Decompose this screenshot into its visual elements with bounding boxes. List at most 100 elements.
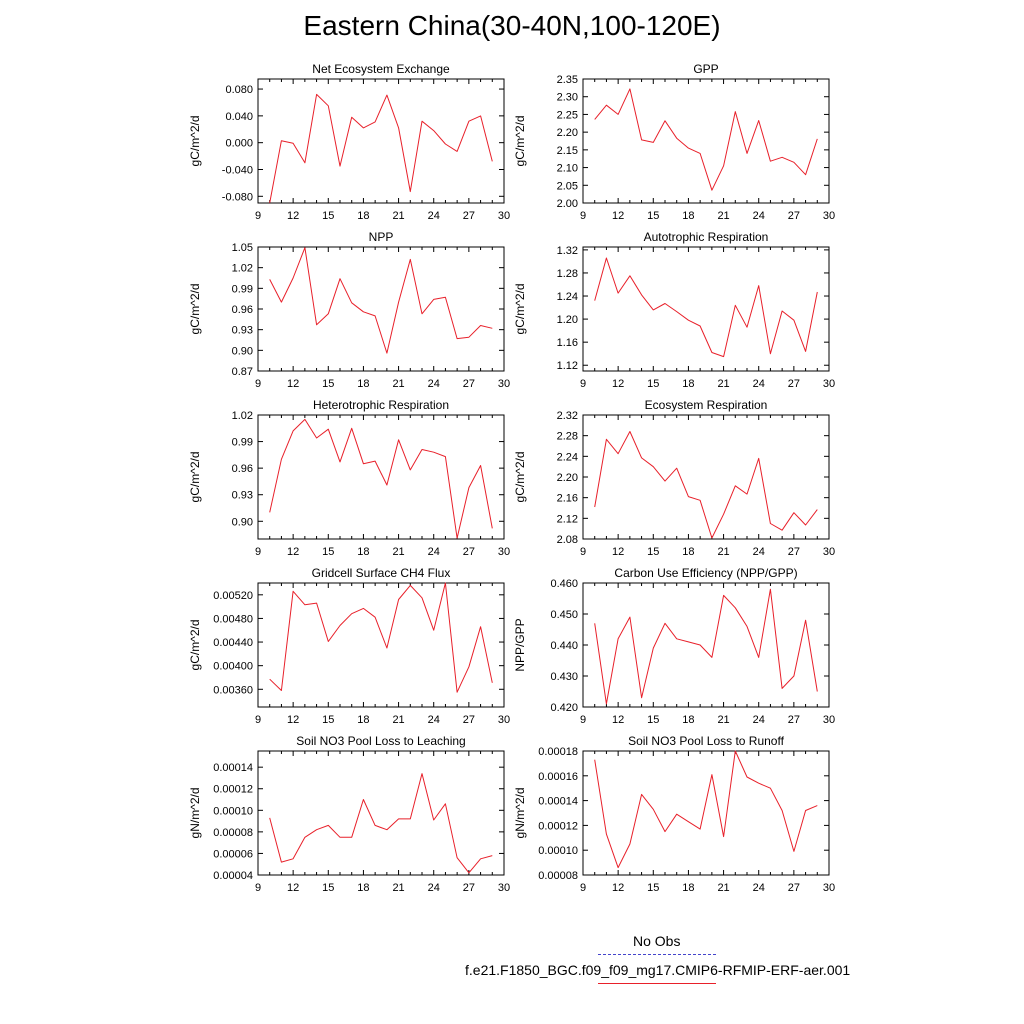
y-tick-label: 2.08 xyxy=(557,534,578,546)
y-tick-label: 2.00 xyxy=(557,198,578,210)
series-line xyxy=(269,418,493,539)
plot-frame xyxy=(257,246,505,372)
chart-title: Heterotrophic Respiration xyxy=(313,398,449,412)
y-tick-label: -0.040 xyxy=(222,164,253,176)
y-tick-label: 1.02 xyxy=(232,263,253,275)
y-tick-label: 0.00012 xyxy=(213,784,253,796)
x-tick-label: 27 xyxy=(463,378,475,390)
x-tick-label: 15 xyxy=(647,546,659,558)
x-tick-label: 9 xyxy=(255,882,261,894)
y-tick-label: 0.00010 xyxy=(213,805,253,817)
plot-frame xyxy=(582,582,830,708)
y-tick-label: 0.00480 xyxy=(213,613,253,625)
x-tick-label: 27 xyxy=(463,714,475,726)
x-tick-label: 30 xyxy=(823,882,835,894)
page-title: Eastern China(30-40N,100-120E) xyxy=(303,10,721,41)
x-tick-label: 12 xyxy=(612,378,624,390)
chart-panel: Ecosystem Respiration gC/m^2/d 9 12 15 18 21 24… xyxy=(513,398,835,558)
y-tick-label: 1.05 xyxy=(232,242,253,254)
y-tick-label: 0.440 xyxy=(550,640,578,652)
x-tick-label: 15 xyxy=(647,210,659,222)
x-tick-label: 18 xyxy=(682,546,694,558)
y-tick-label: 0.99 xyxy=(232,283,253,295)
chart-title: Ecosystem Respiration xyxy=(645,398,768,412)
y-tick-label: 0.96 xyxy=(232,463,253,475)
x-tick-label: 21 xyxy=(392,714,404,726)
x-tick-label: 30 xyxy=(498,882,510,894)
x-tick-label: 9 xyxy=(580,546,586,558)
y-tick-label: 0.040 xyxy=(225,111,253,123)
chart-title: Autotrophic Respiration xyxy=(644,230,769,244)
x-tick-label: 12 xyxy=(287,546,299,558)
x-tick-label: 15 xyxy=(647,714,659,726)
x-tick-label: 27 xyxy=(788,210,800,222)
x-tick-label: 24 xyxy=(428,378,440,390)
x-tick-label: 24 xyxy=(428,714,440,726)
y-tick-label: 2.20 xyxy=(557,472,578,484)
y-tick-label: 0.93 xyxy=(232,325,253,337)
x-tick-label: 18 xyxy=(682,714,694,726)
x-tick-label: 24 xyxy=(753,546,765,558)
y-axis-label: gN/m^2/d xyxy=(188,788,202,839)
x-tick-label: 15 xyxy=(322,882,334,894)
chart-title: NPP xyxy=(369,230,394,244)
chart-panel: Net Ecosystem Exchange gC/m^2/d 9 12 15 18 21 2… xyxy=(188,62,510,222)
x-tick-label: 24 xyxy=(428,210,440,222)
plot-frame xyxy=(257,78,505,204)
x-tick-label: 18 xyxy=(357,714,369,726)
x-tick-label: 9 xyxy=(580,882,586,894)
x-tick-label: 27 xyxy=(463,546,475,558)
y-tick-label: 2.35 xyxy=(557,74,578,86)
series-line xyxy=(269,247,493,354)
plot-frame xyxy=(257,414,505,540)
x-tick-label: 30 xyxy=(498,378,510,390)
x-tick-label: 21 xyxy=(392,378,404,390)
y-tick-label: 2.32 xyxy=(557,410,578,422)
x-tick-label: 24 xyxy=(753,378,765,390)
x-tick-label: 12 xyxy=(612,882,624,894)
y-axis-label: gC/m^2/d xyxy=(188,284,202,335)
series-line xyxy=(594,588,818,705)
x-tick-label: 18 xyxy=(357,882,369,894)
x-tick-label: 27 xyxy=(463,210,475,222)
x-tick-label: 15 xyxy=(322,210,334,222)
y-tick-label: 0.90 xyxy=(232,345,253,357)
y-tick-label: 0.00360 xyxy=(213,684,253,696)
x-tick-label: 18 xyxy=(357,546,369,558)
y-axis-label: gC/m^2/d xyxy=(513,284,527,335)
series-line xyxy=(269,582,493,693)
y-tick-label: 2.25 xyxy=(557,109,578,121)
x-tick-label: 21 xyxy=(717,882,729,894)
plot-frame xyxy=(582,78,830,204)
chart-title: Net Ecosystem Exchange xyxy=(312,62,450,76)
series-line xyxy=(269,93,493,204)
x-tick-label: 15 xyxy=(322,546,334,558)
x-tick-label: 27 xyxy=(788,546,800,558)
y-axis-label: gC/m^2/d xyxy=(188,116,202,167)
x-tick-label: 9 xyxy=(255,714,261,726)
x-tick-label: 27 xyxy=(788,882,800,894)
y-tick-label: 0.00018 xyxy=(538,746,578,758)
x-tick-label: 24 xyxy=(428,882,440,894)
x-tick-label: 15 xyxy=(322,714,334,726)
series-line xyxy=(269,773,493,874)
y-tick-label: 0.00016 xyxy=(538,771,578,783)
y-tick-label: 0.080 xyxy=(225,84,253,96)
x-tick-label: 21 xyxy=(717,714,729,726)
chart-panel: Heterotrophic Respiration gC/m^2/d 9 12 15 18… xyxy=(188,398,510,558)
x-tick-label: 9 xyxy=(580,378,586,390)
y-tick-label: 1.24 xyxy=(557,291,578,303)
y-tick-label: 1.16 xyxy=(557,337,578,349)
x-tick-label: 21 xyxy=(392,210,404,222)
y-tick-label: 0.00012 xyxy=(538,820,578,832)
y-tick-label: 0.00400 xyxy=(213,661,253,673)
chart-title: Gridcell Surface CH4 Flux xyxy=(312,566,451,580)
x-tick-label: 18 xyxy=(682,378,694,390)
x-tick-label: 21 xyxy=(717,546,729,558)
x-tick-label: 24 xyxy=(753,714,765,726)
x-tick-label: 12 xyxy=(612,210,624,222)
y-axis-label: NPP/GPP xyxy=(513,618,527,671)
series-line xyxy=(594,750,818,869)
x-tick-label: 30 xyxy=(823,210,835,222)
